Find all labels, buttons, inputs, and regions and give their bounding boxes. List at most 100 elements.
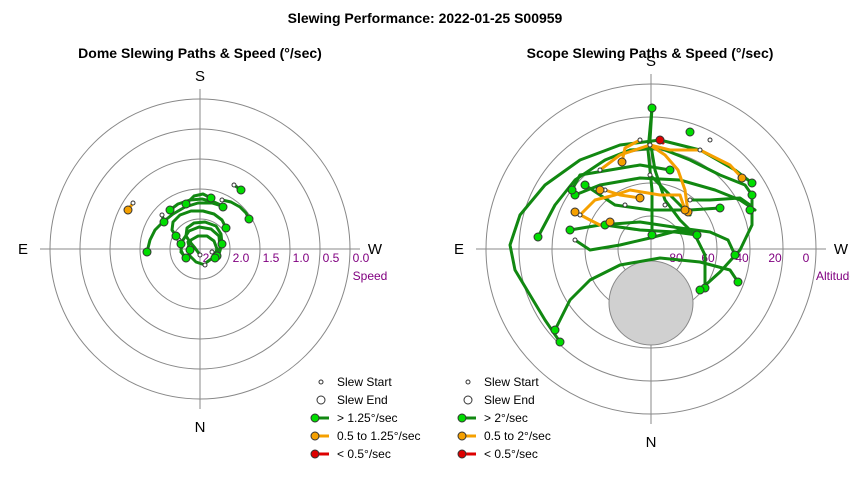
slew-start-point	[197, 252, 203, 258]
slew-end-point	[244, 214, 254, 224]
slew-end-point	[206, 193, 216, 203]
radial-tick-label: 80	[669, 251, 683, 265]
slew-end-point	[680, 205, 690, 215]
legend-label: < 0.5°/sec	[484, 447, 538, 461]
scope-polar-chart: SNEW806040200Altitude	[454, 53, 850, 451]
slew-end-point	[185, 245, 195, 255]
direction-label-left: E	[18, 241, 28, 258]
slew-end-point	[665, 165, 675, 175]
slew-end-point	[747, 190, 757, 200]
slew-end-point	[685, 127, 695, 137]
slew-path	[620, 138, 642, 164]
slew-path	[145, 201, 227, 254]
slew-end-point	[647, 230, 657, 240]
slew-end-point	[737, 173, 747, 183]
slew-start-point	[647, 142, 653, 148]
slew-path	[646, 106, 654, 237]
slew-path	[578, 188, 687, 217]
slew-end-point	[605, 217, 615, 227]
slew-end-point	[533, 232, 543, 242]
legend-label: < 0.5°/sec	[337, 447, 391, 461]
slew-end-point	[218, 202, 228, 212]
radial-tick-label: 2.0	[233, 251, 250, 265]
radial-axis-label: Altitude	[816, 269, 850, 283]
scope-legend: Slew Start Slew End > 2°/sec 0.5 to 2°/sec <…	[457, 375, 551, 461]
legend-label: Slew Start	[484, 375, 539, 389]
slew-end-point	[159, 217, 169, 227]
direction-label-right: W	[368, 241, 383, 258]
legend-marker	[310, 413, 320, 423]
direction-label-bottom: N	[646, 434, 657, 451]
slew-start-point	[687, 197, 693, 203]
slew-start-point	[219, 197, 225, 203]
slew-start-point	[130, 200, 136, 206]
slew-start-point	[597, 167, 603, 173]
legend-label: 0.5 to 1.25°/sec	[337, 429, 421, 443]
legend-label: > 1.25°/sec	[337, 411, 398, 425]
legend-slew-start-marker	[465, 379, 471, 385]
slew-start-point	[159, 212, 165, 218]
slew-end-point	[567, 185, 577, 195]
slew-end-point	[217, 239, 227, 249]
slew-end-point	[210, 253, 220, 263]
slew-end-point	[550, 325, 560, 335]
legend-slew-end-marker	[316, 395, 326, 405]
legend-slew-end-marker	[463, 395, 473, 405]
radial-tick-label: 0.0	[353, 251, 370, 265]
slew-end-point	[595, 185, 605, 195]
direction-label-top: S	[195, 68, 205, 85]
slew-end-point	[565, 225, 575, 235]
slew-end-point	[745, 205, 755, 215]
legend-marker	[310, 449, 320, 459]
slew-end-point	[647, 103, 657, 113]
legend-marker	[457, 413, 467, 423]
slew-path	[698, 198, 754, 292]
slew-start-point	[572, 237, 578, 243]
slew-end-point	[733, 277, 743, 287]
legend-label: 0.5 to 2°/sec	[484, 429, 551, 443]
slew-start-point	[662, 202, 668, 208]
slew-end-point	[221, 223, 231, 233]
slew-start-point	[202, 262, 208, 268]
direction-label-top: S	[646, 53, 656, 70]
slew-end-point	[171, 231, 181, 241]
slew-start-point	[637, 137, 643, 143]
legend-slew-start-marker	[318, 379, 324, 385]
slew-end-point	[176, 239, 186, 249]
legend-label: Slew End	[484, 393, 535, 407]
slew-path	[688, 196, 752, 207]
slew-path	[603, 223, 699, 237]
slew-end-point	[165, 205, 175, 215]
slew-path	[598, 143, 690, 214]
legend-marker	[457, 449, 467, 459]
dome-legend: Slew Start Slew End > 1.25°/sec 0.5 to 1.25…	[310, 375, 421, 461]
radial-tick-label: 0	[803, 251, 810, 265]
dome-polar-chart: S N E W 2 2.0 1.5 1.0 0.5 0.0 Speed	[18, 68, 387, 436]
legend-label: > 2°/sec	[484, 411, 528, 425]
slew-start-point	[231, 182, 237, 188]
slew-path	[168, 197, 225, 212]
slew-end-point	[236, 185, 246, 195]
zenith-blocked-region	[608, 260, 694, 346]
slew-start-point	[622, 202, 628, 208]
slew-path	[184, 220, 224, 257]
scope-chart-title: Scope Slewing Paths & Speed (°/sec)	[526, 45, 774, 61]
slew-path	[570, 163, 672, 192]
direction-label-bottom: N	[195, 419, 206, 436]
legend-marker	[310, 431, 320, 441]
slew-end-point	[635, 193, 645, 203]
direction-label-left: E	[454, 241, 464, 258]
slew-end-point	[123, 205, 133, 215]
slew-start-point	[647, 172, 653, 178]
radial-tick-label: 0.5	[323, 251, 340, 265]
slew-end-point	[617, 157, 627, 167]
slew-path	[603, 188, 642, 200]
slew-end-point	[695, 285, 705, 295]
slew-end-point	[555, 337, 565, 347]
slew-path	[170, 209, 228, 238]
slew-path	[573, 228, 697, 252]
radial-tick-label: 1.5	[263, 251, 280, 265]
slew-end-point	[181, 199, 191, 209]
slew-path	[536, 146, 754, 239]
slew-start-point	[209, 249, 215, 255]
